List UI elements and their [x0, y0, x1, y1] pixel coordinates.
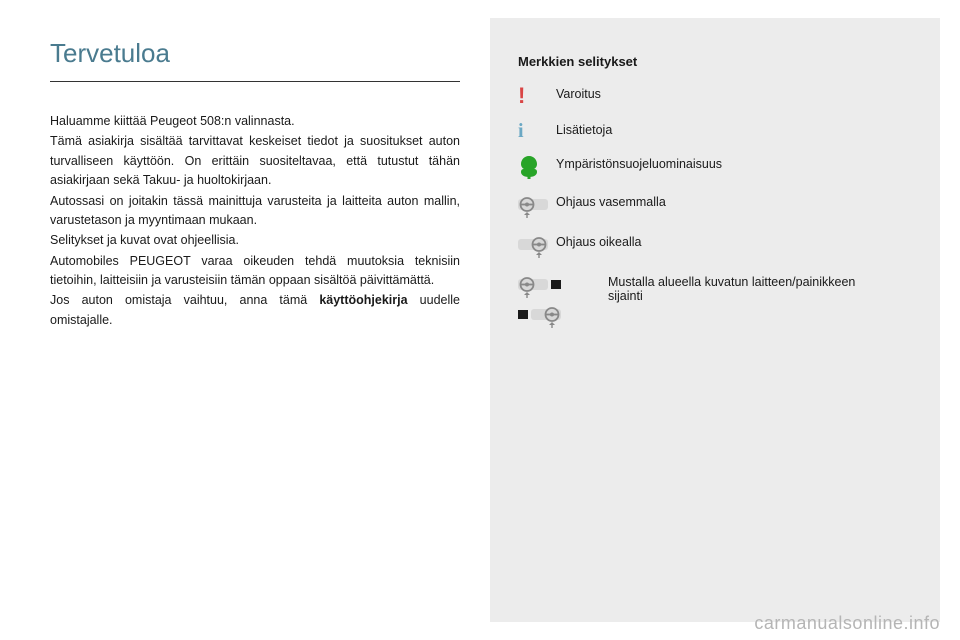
- location-right-icon: [518, 303, 590, 329]
- title-rule: [50, 81, 460, 82]
- legend-label: Ympäristönsuojeluominaisuus: [556, 155, 722, 171]
- legend-item-info: i Lisätietoja: [518, 121, 910, 141]
- paragraph: Haluamme kiittää Peugeot 508:n valinnast…: [50, 112, 460, 131]
- legend-label: Ohjaus vasemmalla: [556, 193, 666, 209]
- paragraph-last: Jos auton omistaja vaihtuu, anna tämä kä…: [50, 291, 460, 330]
- legend-item-location: Mustalla alueella kuvatun laitteen/paini…: [518, 273, 910, 329]
- legend-label-location: Mustalla alueella kuvatun laitteen/paini…: [608, 273, 855, 303]
- legend-label: Varoitus: [556, 85, 601, 101]
- watermark: carmanualsonline.info: [754, 613, 940, 634]
- steering-right-icon: [518, 233, 556, 259]
- warning-icon: !: [518, 85, 556, 107]
- legend-label: Lisätietoja: [556, 121, 612, 137]
- paragraph: Automobiles PEUGEOT varaa oikeuden tehdä…: [50, 252, 460, 291]
- location-left-icon: [518, 273, 590, 299]
- tree-icon: [518, 155, 556, 179]
- paragraph: Autossasi on joitakin tässä mainittuja v…: [50, 192, 460, 231]
- location-line1: Mustalla alueella kuvatun laitteen/paini…: [608, 275, 855, 289]
- location-line2: sijainti: [608, 289, 643, 303]
- left-column: Tervetuloa Haluamme kiittää Peugeot 508:…: [0, 0, 490, 640]
- steering-left-icon: [518, 193, 556, 219]
- legend-label: Ohjaus oikealla: [556, 233, 641, 249]
- page-container: Tervetuloa Haluamme kiittää Peugeot 508:…: [0, 0, 960, 640]
- legend-item-steering-right: Ohjaus oikealla: [518, 233, 910, 259]
- legend-title: Merkkien selitykset: [518, 54, 910, 69]
- paragraph: Selitykset ja kuvat ovat ohjeellisia.: [50, 231, 460, 250]
- legend-item-steering-left: Ohjaus vasemmalla: [518, 193, 910, 219]
- page-title: Tervetuloa: [50, 38, 460, 69]
- location-icon-group: [518, 273, 608, 329]
- legend-item-warning: ! Varoitus: [518, 85, 910, 107]
- body-text: Haluamme kiittää Peugeot 508:n valinnast…: [50, 112, 460, 330]
- text-bold: käyttöohjekirja: [319, 293, 407, 307]
- text-pre: Jos auton omistaja vaihtuu, anna tämä: [50, 293, 319, 307]
- legend-item-environment: Ympäristönsuojeluominaisuus: [518, 155, 910, 179]
- info-icon: i: [518, 121, 556, 141]
- right-column: Merkkien selitykset ! Varoitus i Lisätie…: [490, 18, 940, 622]
- paragraph: Tämä asiakirja sisältää tarvittavat kesk…: [50, 132, 460, 190]
